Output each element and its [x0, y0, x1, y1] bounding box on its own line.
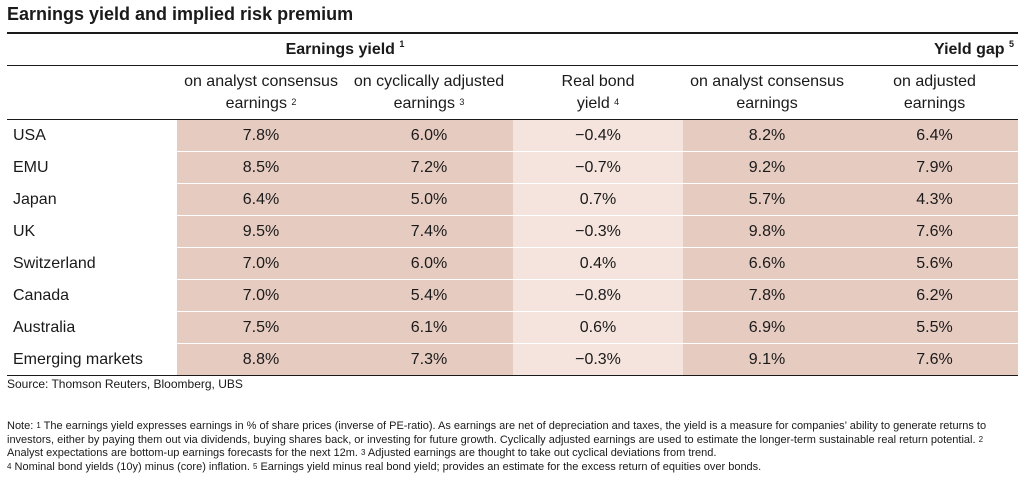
table-cell: −0.7% — [513, 151, 683, 184]
table-cell: −0.3% — [513, 215, 683, 248]
table-cell: 6.0% — [345, 247, 513, 280]
table-cell: 7.8% — [683, 279, 851, 312]
table-cell: 7.0% — [177, 247, 345, 280]
table-cell: 9.8% — [683, 215, 851, 248]
row-label: Canada — [7, 279, 177, 312]
table-cell: 9.5% — [177, 215, 345, 248]
row-label: USA — [7, 119, 177, 152]
table-cell: 0.6% — [513, 311, 683, 344]
table-cell: 7.5% — [177, 311, 345, 344]
table-cell: 6.4% — [851, 119, 1018, 152]
table-body: USA 7.8% 6.0% −0.4% 8.2% 6.4% EMU 8.5% 7.2% −0.7%… — [7, 119, 1018, 376]
table-row: Australia 7.5% 6.1% 0.6% 6.9% 5.5% — [7, 311, 1018, 344]
table-cell: 9.2% — [683, 151, 851, 184]
table-cell: 6.4% — [177, 183, 345, 216]
table-cell: 6.0% — [345, 119, 513, 152]
group-earnings-yield: Earnings yield 1 — [177, 34, 513, 66]
page-title: Earnings yield and implied risk premium — [7, 4, 354, 24]
table-cell: 6.9% — [683, 311, 851, 344]
table-row: Canada 7.0% 5.4% −0.8% 7.8% 6.2% — [7, 279, 1018, 312]
source-line: Source: Thomson Reuters, Bloomberg, UBS — [7, 377, 243, 391]
table-row: Emerging markets 8.8% 7.3% −0.3% 9.1% 7.6% — [7, 343, 1018, 376]
table-cell: 8.2% — [683, 119, 851, 152]
group-spacer — [513, 34, 683, 66]
table-cell: −0.4% — [513, 119, 683, 152]
row-label: Emerging markets — [7, 343, 177, 376]
table-cell: 9.1% — [683, 343, 851, 376]
table-cell: 4.3% — [851, 183, 1018, 216]
row-label: Australia — [7, 311, 177, 344]
row-label: Switzerland — [7, 247, 177, 280]
table-cell: 7.0% — [177, 279, 345, 312]
table-row: EMU 8.5% 7.2% −0.7% 9.2% 7.9% — [7, 151, 1018, 184]
table-row: Switzerland 7.0% 6.0% 0.4% 6.6% 5.6% — [7, 247, 1018, 280]
table-cell: 6.2% — [851, 279, 1018, 312]
col-header-gap-adjusted: on adjusted earnings — [851, 65, 1018, 120]
group-header-row: Earnings yield 1 Yield gap 5 — [7, 34, 1018, 66]
col-header-real-bond-yield: Real bond yield 4 — [513, 65, 683, 120]
table-row: UK 9.5% 7.4% −0.3% 9.8% 7.6% — [7, 215, 1018, 248]
table-cell: 5.5% — [851, 311, 1018, 344]
table-cell: 0.4% — [513, 247, 683, 280]
table-cell: 5.4% — [345, 279, 513, 312]
title-rule — [7, 32, 1018, 34]
table-cell: 5.0% — [345, 183, 513, 216]
table-cell: 7.6% — [851, 343, 1018, 376]
table-cell: 7.6% — [851, 215, 1018, 248]
table-cell: 8.5% — [177, 151, 345, 184]
table-cell: 8.8% — [177, 343, 345, 376]
row-label: Japan — [7, 183, 177, 216]
table-row: Japan 6.4% 5.0% 0.7% 5.7% 4.3% — [7, 183, 1018, 216]
table-cell: 6.6% — [683, 247, 851, 280]
table-cell: 7.9% — [851, 151, 1018, 184]
col-header-analyst-earnings: on analyst consensus earnings 2 — [177, 65, 345, 120]
corner-cell — [7, 34, 177, 66]
row-label: UK — [7, 215, 177, 248]
col-header-cyclically-adjusted: on cyclically adjusted earnings 3 — [345, 65, 513, 120]
table-row: USA 7.8% 6.0% −0.4% 8.2% 6.4% — [7, 119, 1018, 152]
table-cell: 7.8% — [177, 119, 345, 152]
table-cell: 5.7% — [683, 183, 851, 216]
group-yield-gap: Yield gap 5 — [683, 34, 1018, 66]
earnings-table: Earnings yield 1 Yield gap 5 on analyst … — [7, 34, 1018, 376]
footnote: Note: 1 The earnings yield expresses ear… — [7, 420, 987, 473]
corner-cell-2 — [7, 65, 177, 120]
column-header-row: on analyst consensus earnings 2 on cyclic… — [7, 65, 1018, 120]
table-cell: −0.8% — [513, 279, 683, 312]
table-cell: 7.2% — [345, 151, 513, 184]
table-cell: 7.4% — [345, 215, 513, 248]
table-cell: 6.1% — [345, 311, 513, 344]
table-cell: −0.3% — [513, 343, 683, 376]
table-cell: 7.3% — [345, 343, 513, 376]
table-cell: 5.6% — [851, 247, 1018, 280]
col-header-gap-analyst: on analyst consensus earnings — [683, 65, 851, 120]
table-cell: 0.7% — [513, 183, 683, 216]
row-label: EMU — [7, 151, 177, 184]
